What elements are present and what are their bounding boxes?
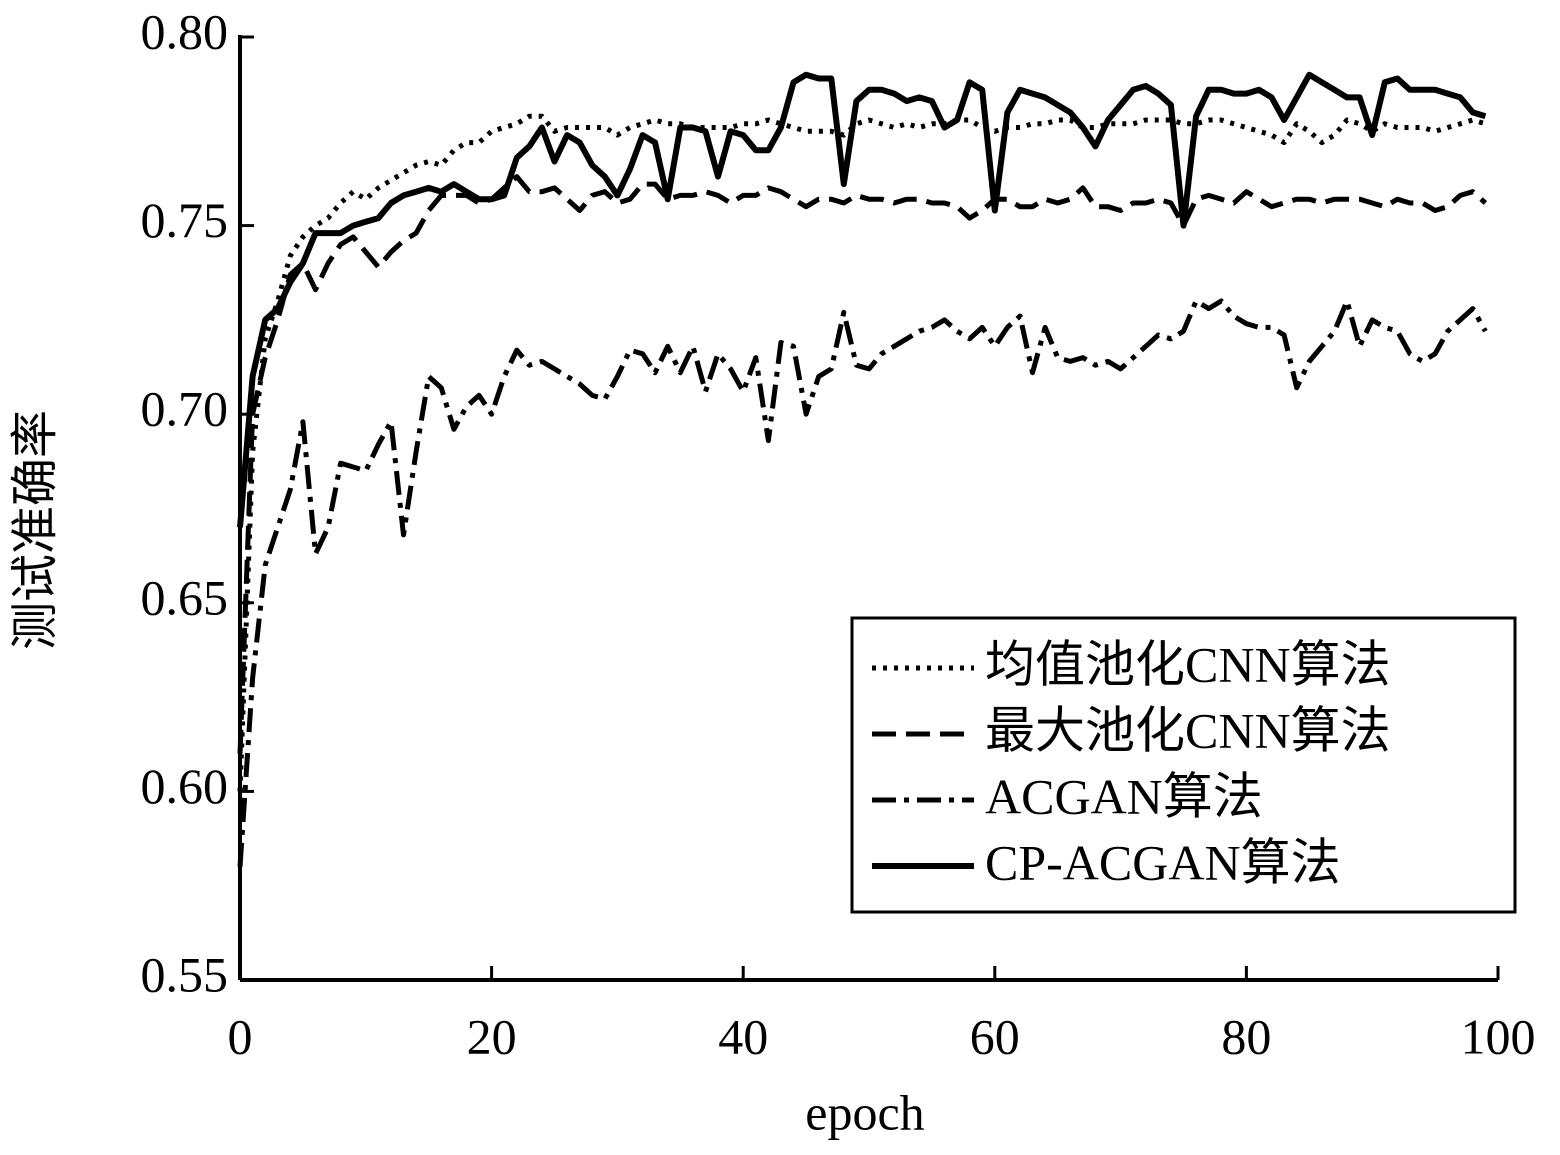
x-tick-label: 80 bbox=[1221, 1008, 1271, 1064]
y-tick-label: 0.75 bbox=[141, 192, 229, 248]
y-tick-label: 0.65 bbox=[141, 569, 229, 625]
legend-label: 均值池化CNN算法 bbox=[985, 636, 1391, 692]
x-tick-label: 20 bbox=[467, 1008, 517, 1064]
legend-label: ACGAN算法 bbox=[985, 768, 1263, 824]
legend-label: CP-ACGAN算法 bbox=[985, 834, 1341, 890]
legend-label: 最大池化CNN算法 bbox=[985, 702, 1391, 758]
x-tick-label: 40 bbox=[718, 1008, 768, 1064]
x-axis-label: epoch bbox=[805, 1084, 924, 1140]
y-tick-label: 0.80 bbox=[141, 3, 229, 59]
x-tick-label: 60 bbox=[970, 1008, 1020, 1064]
y-tick-label: 0.55 bbox=[141, 946, 229, 1002]
y-tick-label: 0.70 bbox=[141, 381, 229, 437]
x-tick-label: 100 bbox=[1461, 1008, 1536, 1064]
x-tick-label: 0 bbox=[228, 1008, 253, 1064]
data-line bbox=[237, 298, 1488, 867]
data-line bbox=[237, 71, 1487, 528]
y-axis-label: 测试准确率 bbox=[9, 410, 62, 650]
y-tick-label: 0.60 bbox=[141, 758, 229, 814]
data-line bbox=[237, 174, 1488, 754]
